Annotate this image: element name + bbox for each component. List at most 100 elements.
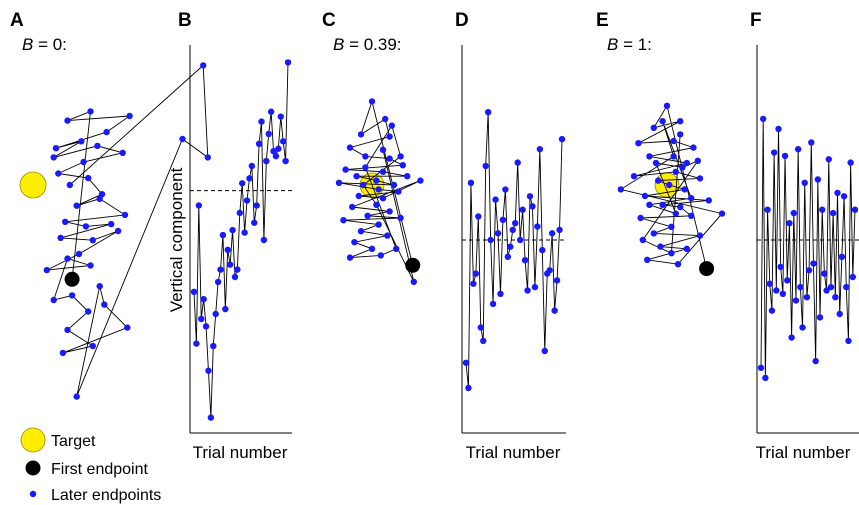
panel-d-data-point [536, 145, 544, 153]
panel-a-later-endpoint [73, 393, 80, 400]
panel-b-data-point [253, 202, 260, 209]
panel-d-data-point [519, 206, 526, 213]
panel-c-later-endpoint [373, 177, 380, 184]
panel-b-series-line [193, 62, 289, 418]
scatter-panel-c [335, 98, 424, 285]
panel-d-data-point [507, 243, 514, 250]
panel-e-later-endpoint [672, 210, 679, 217]
panel-c-later-endpoint [386, 208, 393, 215]
panel-c-later-endpoint [357, 228, 365, 235]
panel-b-data-point [265, 130, 272, 138]
panel-a-later-endpoint [75, 250, 83, 258]
panel-e-later-endpoint [705, 197, 712, 204]
panel-e-later-endpoint [672, 168, 679, 175]
panel-d-data-point [548, 230, 556, 237]
panel-d-data-point [465, 384, 472, 392]
panel-a-later-endpoint [87, 262, 94, 269]
panel-b-data-point [226, 261, 234, 268]
b-label-e: B = 1: [607, 35, 652, 54]
panel-letter-d: D [455, 10, 469, 31]
panel-d-data-point [556, 226, 563, 234]
panel-b-data-point [248, 162, 256, 170]
panel-e-later-endpoint [683, 159, 690, 167]
panel-f-data-point [808, 139, 815, 146]
panel-c-first-endpoint [405, 257, 421, 273]
panel-e-later-endpoint [688, 195, 695, 202]
panel-f-data-point [790, 209, 797, 217]
panel-f-data-point [829, 209, 837, 217]
panel-c-later-endpoint [355, 192, 362, 200]
panel-b-data-point [210, 342, 217, 350]
panel-c-later-endpoint [379, 168, 387, 175]
panel-b-data-point [239, 180, 246, 187]
panel-e-later-endpoint [663, 102, 671, 110]
panel-b-data-point [212, 310, 219, 318]
panel-a-later-endpoint [78, 138, 85, 145]
panel-f-data-point [838, 253, 846, 261]
legend-target-label: Target [51, 433, 96, 450]
panel-f-data-point [832, 293, 839, 301]
panel-e-later-endpoint [674, 261, 682, 268]
timeseries-panel-d: Trial number [461, 45, 566, 462]
panel-a-later-endpoint [87, 108, 94, 115]
panel-a-later-endpoint [119, 149, 126, 156]
panel-b-data-point [217, 266, 224, 273]
panel-a-later-endpoint [55, 170, 62, 177]
panel-e-later-endpoint [641, 192, 649, 200]
panel-d-data-point [470, 280, 477, 287]
panel-letter-f: F [750, 10, 762, 31]
panel-a-later-endpoint [64, 326, 71, 334]
panel-b-data-point [193, 340, 200, 347]
panel-e-later-endpoint [681, 186, 688, 193]
panel-b-data-point [229, 226, 236, 234]
b-label-c: B = 0.39: [333, 35, 402, 54]
legend-first-endpoint-marker [25, 460, 41, 476]
panel-e-later-endpoint [630, 173, 638, 180]
panel-f-data-point [779, 290, 787, 298]
panel-c-later-endpoint [368, 98, 376, 105]
panel-letter-a: A [10, 10, 24, 31]
panel-e-later-endpoint [718, 210, 726, 217]
panel-f-data-point [757, 364, 765, 372]
panel-b-data-point [272, 152, 280, 160]
panel-e-later-endpoint [688, 212, 695, 219]
panel-a-later-endpoint [121, 211, 129, 219]
panel-e-later-endpoint [677, 118, 684, 125]
panel-d-data-point [462, 359, 470, 366]
panel-f-data-point [803, 293, 811, 301]
legend-first-endpoint-label: First endpoint [51, 461, 148, 478]
panel-b-data-point [258, 118, 265, 125]
panel-c-later-endpoint [386, 133, 393, 140]
panel-b-data-point [198, 315, 205, 323]
panel-a-later-endpoint [94, 142, 101, 150]
panel-b-data-point [275, 145, 282, 152]
panel-f-data-point [759, 115, 767, 123]
panel-f-data-point [849, 273, 857, 281]
panel-e-later-endpoint [694, 157, 701, 164]
panel-b-data-point [231, 273, 239, 281]
panel-letter-c: C [322, 10, 336, 31]
panel-f-data-point [762, 374, 769, 382]
panel-d-data-point [492, 196, 499, 203]
timeseries-panel-b: Vertical component Trial number [167, 45, 292, 462]
panel-b-data-point [246, 175, 253, 182]
panel-d-data-point [529, 203, 536, 210]
panel-d-data-point [526, 193, 534, 200]
panel-b-data-point [267, 108, 275, 115]
panel-e-later-endpoint [635, 140, 642, 147]
panel-f-series-line [760, 118, 856, 378]
scatter-panel-a [19, 62, 211, 400]
panel-a-later-endpoint [200, 62, 207, 69]
panel-f-data-point [775, 125, 782, 133]
panel-d-data-point [512, 219, 519, 227]
panel-c-later-endpoint [335, 179, 343, 186]
panel-f-data-point [784, 277, 791, 284]
panel-d-data-point [477, 324, 484, 331]
panel-c-later-endpoint [384, 232, 391, 239]
panel-f-data-point [768, 307, 776, 314]
panel-a-later-endpoint [108, 220, 115, 228]
panel-d-data-point [541, 347, 548, 355]
panel-e-later-endpoint [683, 245, 690, 252]
panel-f-data-point [814, 176, 822, 183]
